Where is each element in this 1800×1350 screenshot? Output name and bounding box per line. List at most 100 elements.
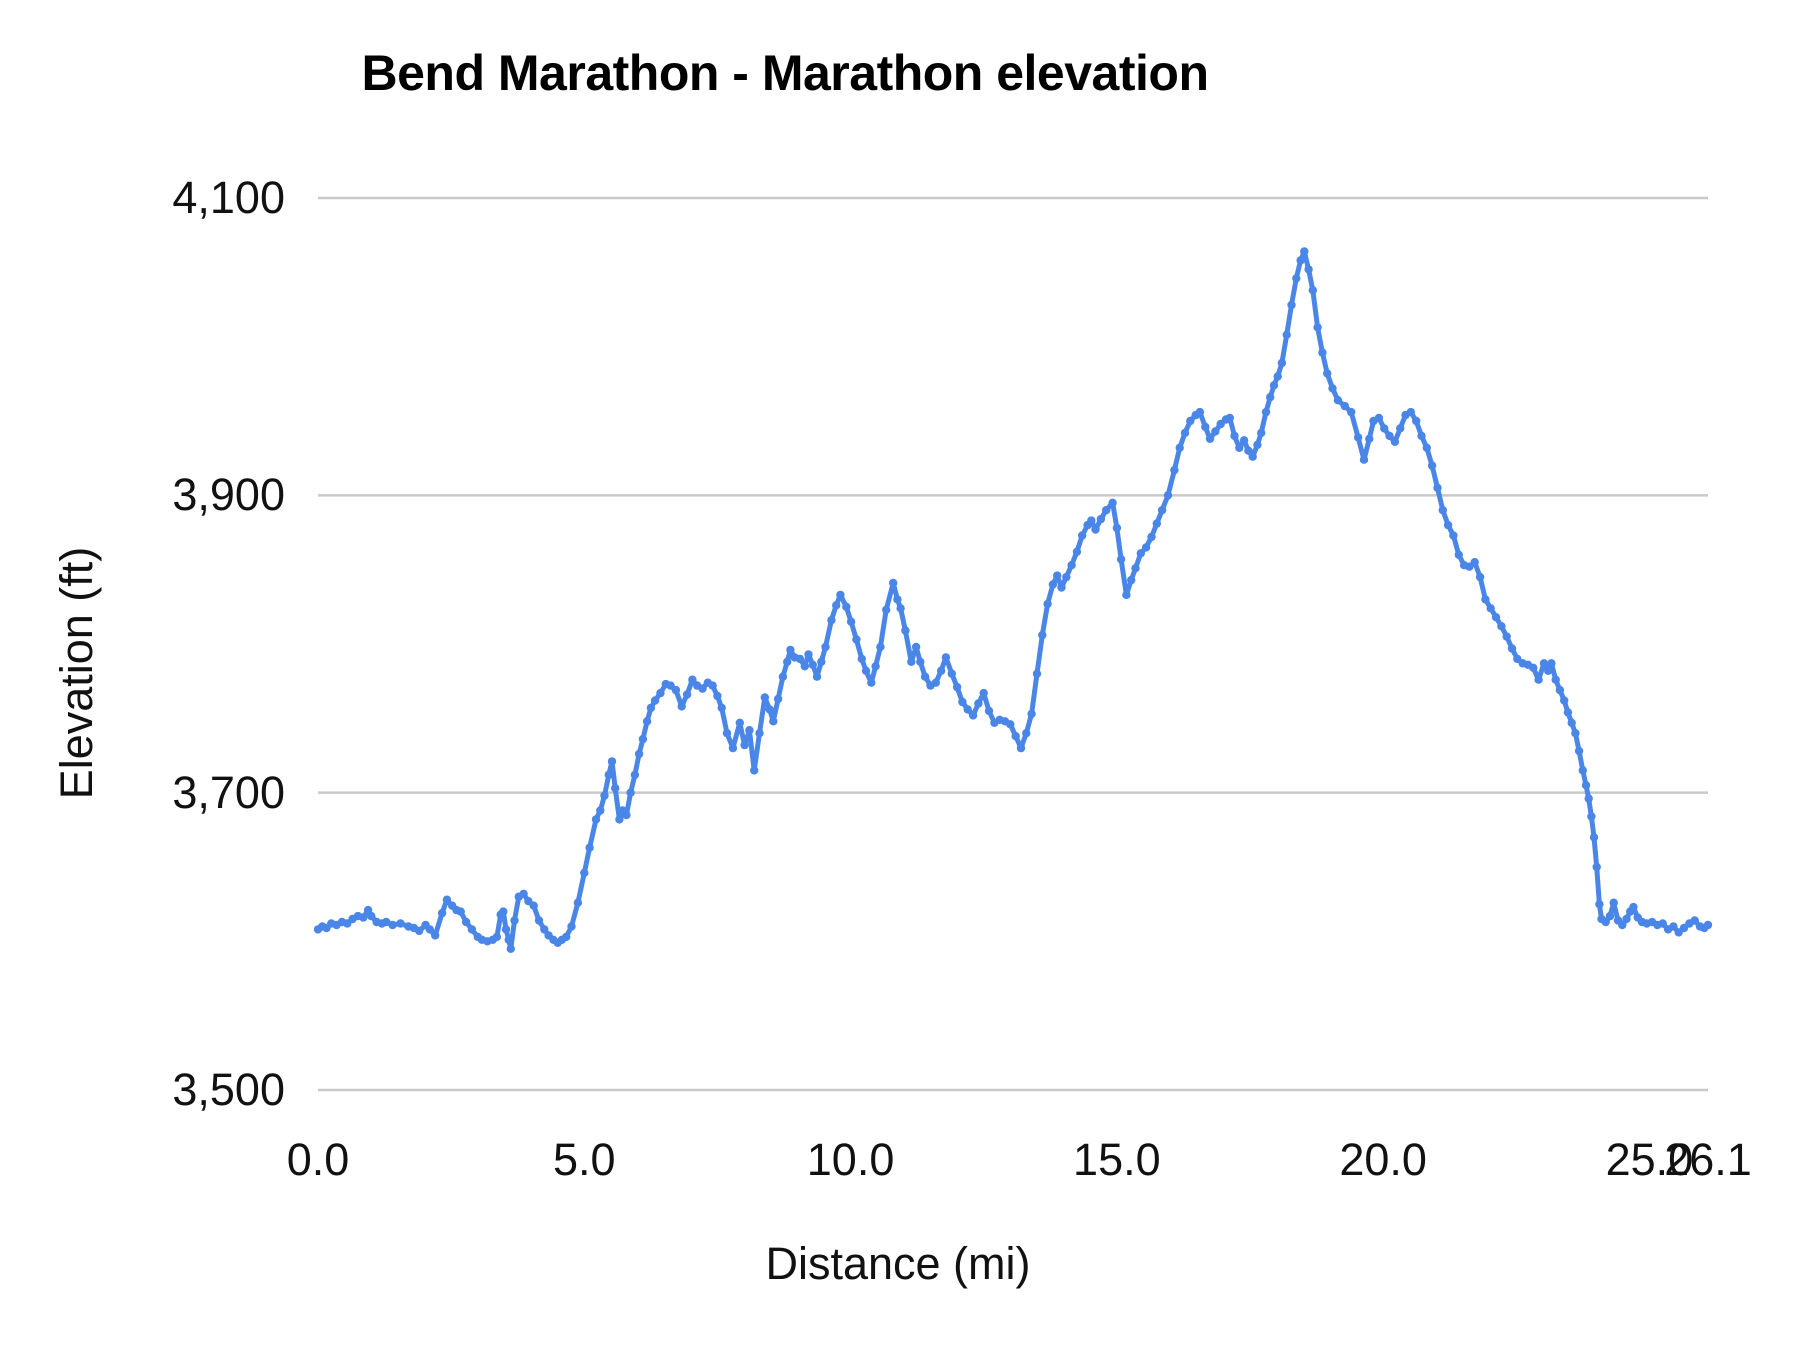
data-point-marker <box>1261 407 1271 417</box>
data-point-marker <box>622 810 631 820</box>
data-point-marker <box>1385 431 1394 441</box>
data-point-marker <box>968 711 978 720</box>
data-point-marker <box>442 895 452 904</box>
data-point-marker <box>1703 920 1713 930</box>
data-point-marker <box>600 791 609 800</box>
data-point-marker <box>1147 532 1156 542</box>
data-point-marker <box>1443 520 1453 530</box>
data-point-marker <box>1180 428 1190 438</box>
data-point-marker <box>562 932 571 942</box>
data-point-marker <box>1618 920 1627 930</box>
data-point-marker <box>812 672 822 681</box>
data-point-marker <box>611 784 620 793</box>
y-tick-label: 3,700 <box>172 766 285 818</box>
data-point-marker <box>1116 555 1126 564</box>
data-point-marker <box>931 678 940 687</box>
data-point-marker <box>1043 599 1052 609</box>
data-point-marker <box>1304 265 1313 274</box>
data-point-marker <box>626 788 635 797</box>
data-point-marker <box>1571 729 1580 738</box>
data-point-marker <box>1257 428 1266 438</box>
data-point-marker <box>1539 659 1549 668</box>
data-point-marker <box>1072 547 1082 556</box>
data-point-marker <box>1422 443 1432 452</box>
data-point-marker <box>1486 604 1495 613</box>
data-point-marker <box>1534 675 1543 684</box>
data-point-marker <box>1131 564 1140 573</box>
data-point-marker <box>467 925 477 934</box>
data-point-marker <box>1163 491 1173 500</box>
data-point-marker <box>1266 393 1275 402</box>
data-point-marker <box>1502 632 1511 641</box>
data-point-marker <box>974 699 983 708</box>
data-point-marker <box>857 654 866 664</box>
chart-title: Bend Marathon - Marathon elevation <box>361 45 1209 101</box>
data-point-marker <box>1323 369 1332 378</box>
data-point-marker <box>1091 525 1100 534</box>
x-tick-label: 5.0 <box>553 1134 616 1185</box>
data-point-marker <box>852 635 861 644</box>
data-point-marker <box>882 605 891 614</box>
data-point-marker <box>1062 572 1071 582</box>
x-tick-label: 15.0 <box>1073 1134 1161 1185</box>
data-point-marker <box>1438 506 1448 515</box>
data-point-marker <box>778 672 788 681</box>
data-point-marker <box>646 703 656 713</box>
data-point-marker <box>952 682 962 692</box>
data-point-marker <box>499 907 508 916</box>
data-point-marker <box>1300 247 1309 256</box>
data-point-marker <box>936 666 946 675</box>
data-point-marker <box>1475 572 1485 582</box>
data-point-marker <box>786 645 795 655</box>
data-point-marker <box>1406 407 1416 417</box>
data-point-marker <box>534 916 544 925</box>
data-point-marker <box>1048 580 1058 589</box>
data-point-marker <box>1374 413 1384 423</box>
data-point-marker <box>916 657 925 666</box>
data-point-marker <box>1529 663 1538 672</box>
x-tick-label: 20.0 <box>1339 1134 1427 1185</box>
data-point-marker <box>941 653 951 662</box>
data-point-marker <box>688 675 697 684</box>
data-point-marker <box>1578 766 1588 775</box>
data-point-marker <box>893 595 902 604</box>
data-point-marker <box>1396 424 1405 433</box>
data-point-marker <box>1417 431 1426 441</box>
data-point-marker <box>698 684 707 693</box>
data-point-marker <box>911 642 921 652</box>
data-point-marker <box>540 925 549 934</box>
data-point-marker <box>722 729 732 738</box>
data-point-marker <box>783 657 792 666</box>
data-point-marker <box>750 766 759 775</box>
data-point-marker <box>1141 543 1151 552</box>
data-point-marker <box>585 843 594 852</box>
data-point-marker <box>1584 794 1593 803</box>
data-point-marker <box>573 898 583 907</box>
data-point-marker <box>1481 595 1490 604</box>
data-point-marker <box>708 681 717 690</box>
data-point-marker <box>367 911 376 921</box>
data-point-marker <box>1253 440 1262 449</box>
data-point-marker <box>1551 675 1560 684</box>
data-point-marker <box>580 868 589 878</box>
data-point-marker <box>437 908 447 918</box>
data-point-marker <box>1225 413 1235 423</box>
data-point-marker <box>1038 630 1047 640</box>
data-point-marker <box>1433 483 1442 493</box>
data-point-marker <box>1096 514 1106 524</box>
data-point-marker <box>1507 644 1517 653</box>
data-point-marker <box>630 770 640 779</box>
y-tick-label: 4,100 <box>172 172 285 223</box>
data-point-marker <box>1690 916 1699 925</box>
data-point-marker <box>745 726 754 735</box>
data-point-marker <box>1136 549 1146 558</box>
data-point-marker <box>1605 911 1615 921</box>
data-point-marker <box>1087 516 1096 525</box>
data-point-marker <box>1122 590 1131 600</box>
data-point-marker <box>1011 732 1020 741</box>
data-point-marker <box>979 688 988 698</box>
x-axis-title: Distance (mi) <box>765 1238 1031 1289</box>
data-point-marker <box>1269 381 1279 390</box>
data-point-marker <box>1067 561 1076 570</box>
